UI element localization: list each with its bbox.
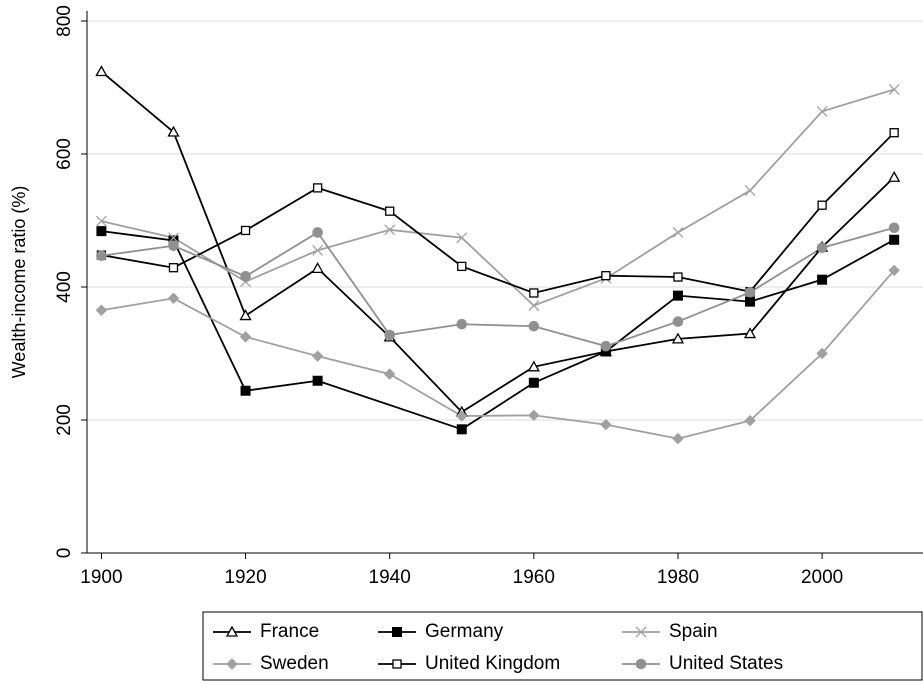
series-line	[101, 88, 895, 307]
marker	[672, 290, 683, 301]
x-tick-label: 1900	[80, 567, 122, 588]
marker	[673, 272, 683, 282]
marker	[168, 232, 179, 244]
marker	[745, 296, 756, 307]
x-tick-label: 1980	[657, 567, 699, 588]
marker	[528, 377, 539, 388]
x-tick-label: 2000	[801, 567, 843, 588]
marker	[240, 271, 251, 282]
marker	[600, 418, 612, 431]
marker	[456, 410, 468, 422]
series-line	[100, 70, 895, 414]
marker	[240, 225, 251, 236]
x-tick-label: 1920	[224, 567, 266, 588]
series-line	[101, 132, 895, 294]
y-tick-label: 600	[54, 138, 75, 170]
marker	[312, 244, 324, 256]
marker	[384, 224, 396, 236]
marker	[528, 320, 540, 332]
marker	[168, 240, 179, 252]
marker	[817, 274, 828, 285]
marker	[240, 385, 251, 396]
marker	[672, 432, 684, 445]
marker	[239, 309, 252, 321]
marker	[225, 625, 239, 637]
series-line	[101, 269, 895, 440]
marker	[239, 331, 252, 343]
marker	[457, 261, 467, 272]
marker	[167, 292, 180, 305]
legend-label: Germany	[425, 621, 504, 642]
marker	[456, 318, 468, 330]
marker	[600, 340, 612, 352]
marker	[601, 271, 611, 281]
marker	[816, 347, 828, 360]
legend-label: United Kingdom	[425, 653, 560, 674]
x-tick-label: 1960	[513, 567, 555, 588]
marker	[528, 300, 540, 312]
y-tick-label: 800	[54, 5, 75, 37]
marker	[672, 226, 684, 238]
marker	[744, 287, 756, 298]
marker	[384, 329, 395, 341]
marker	[527, 360, 540, 372]
y-axis-label: Wealth-income ratio (%)	[9, 186, 29, 379]
marker	[817, 200, 827, 210]
marker	[888, 222, 900, 234]
legend-label: Spain	[669, 621, 718, 642]
marker	[529, 288, 539, 298]
marker	[383, 368, 396, 380]
marker	[95, 65, 108, 77]
marker	[888, 84, 900, 95]
marker	[312, 183, 323, 193]
legend-label: France	[260, 621, 319, 642]
marker	[672, 316, 684, 327]
marker	[888, 170, 901, 182]
marker	[889, 128, 899, 138]
marker	[744, 414, 756, 427]
marker	[167, 125, 180, 137]
marker	[311, 262, 324, 274]
legend-box	[202, 611, 923, 681]
marker	[635, 626, 647, 638]
marker	[311, 350, 324, 362]
marker	[312, 227, 323, 238]
marker	[392, 659, 402, 669]
marker	[168, 263, 179, 273]
marker	[312, 375, 323, 386]
marker	[816, 105, 828, 117]
marker	[671, 332, 685, 344]
y-tick-label: 400	[54, 271, 75, 303]
marker	[635, 658, 647, 670]
marker	[456, 424, 467, 435]
legend-label: Sweden	[260, 653, 329, 674]
y-tick-label: 200	[54, 404, 75, 436]
marker	[456, 232, 468, 244]
marker	[96, 226, 107, 237]
marker	[816, 242, 828, 254]
marker	[95, 304, 108, 316]
marker	[96, 250, 107, 262]
marker	[385, 206, 395, 216]
marker	[392, 627, 402, 637]
y-tick-label: 0	[54, 548, 75, 559]
marker	[226, 658, 238, 670]
series-line	[101, 226, 895, 348]
marker	[95, 215, 107, 227]
marker	[888, 264, 900, 277]
marker	[743, 327, 757, 339]
marker	[528, 409, 540, 422]
legend-label: United States	[669, 653, 783, 674]
marker	[889, 234, 900, 245]
marker	[744, 185, 756, 197]
x-tick-label: 1940	[369, 567, 411, 588]
